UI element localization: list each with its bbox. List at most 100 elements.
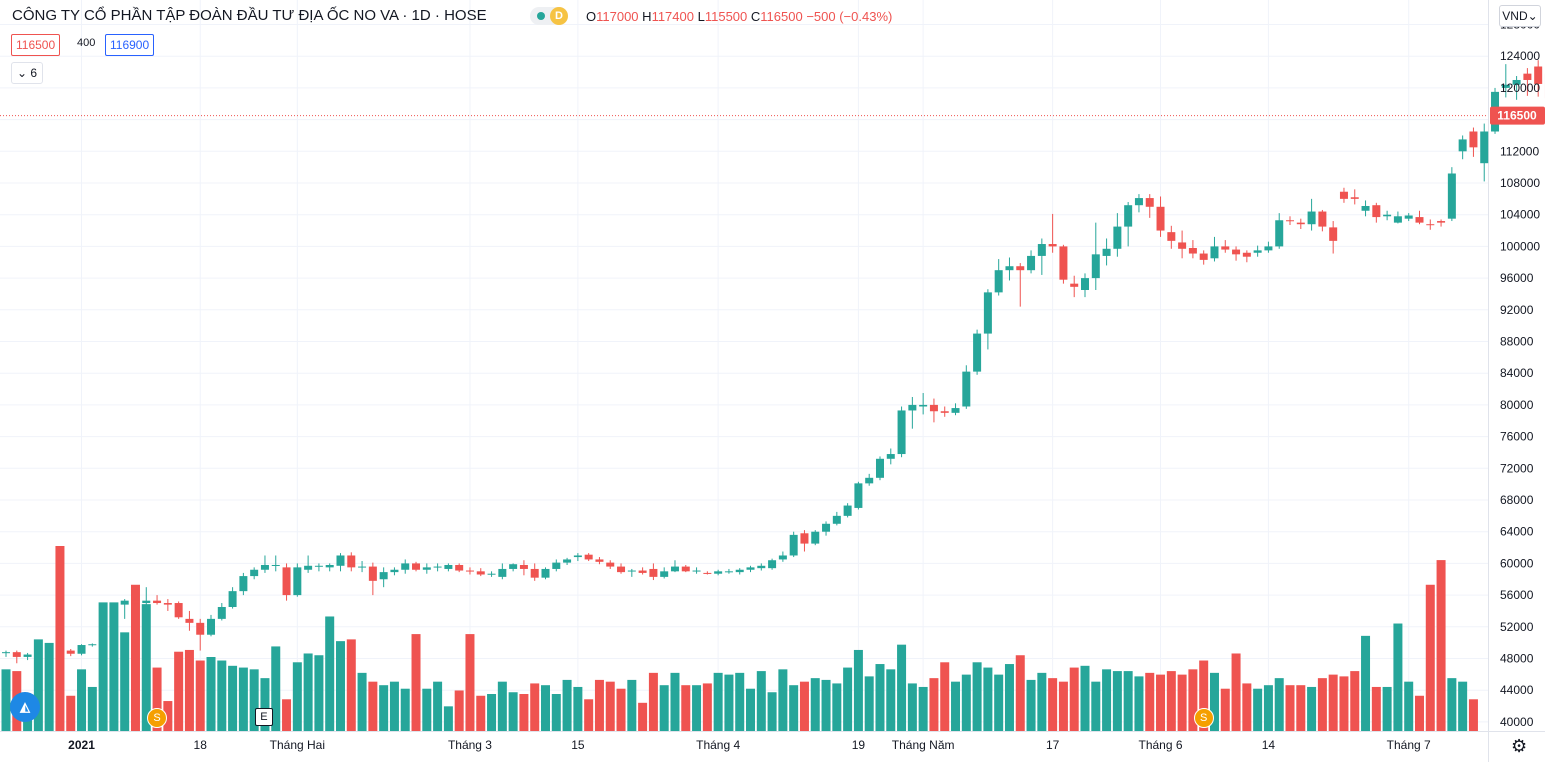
- candle-body: [1253, 250, 1262, 253]
- volume-bar: [832, 683, 842, 731]
- status-dots[interactable]: D: [530, 7, 568, 25]
- candle-body: [250, 569, 259, 577]
- candle-body: [358, 566, 367, 568]
- volume-bar: [120, 632, 130, 731]
- volume-bar: [551, 694, 561, 731]
- volume-bar: [1015, 655, 1025, 731]
- earnings-event-marker[interactable]: E: [254, 708, 273, 726]
- tradingview-logo-icon[interactable]: ◭: [10, 692, 40, 722]
- volume-bar: [1263, 685, 1273, 731]
- volume-bar: [1274, 678, 1284, 731]
- candle-body: [983, 292, 992, 334]
- symbol-title: CÔNG TY CỔ PHẦN TẬP ĐOÀN ĐẦU TƯ ĐỊA ỐC N…: [12, 7, 487, 24]
- split-event-marker[interactable]: S: [147, 708, 168, 728]
- candle-body: [627, 570, 636, 572]
- candle-body: [1134, 198, 1143, 206]
- volume-bar: [314, 655, 324, 731]
- candle-body: [595, 559, 604, 562]
- volume-bar: [1156, 674, 1166, 731]
- volume-bar: [260, 678, 270, 731]
- y-tick-label: 124000: [1500, 49, 1540, 63]
- candle-body: [304, 565, 313, 570]
- volume-bar: [238, 667, 248, 731]
- candle-body: [875, 458, 884, 478]
- volume-bar: [1447, 678, 1457, 731]
- candle-body: [455, 564, 464, 571]
- x-tick-label: Tháng 6: [1139, 738, 1183, 752]
- volume-bar: [55, 546, 65, 731]
- volume-bar: [584, 699, 594, 731]
- y-tick-label: 120000: [1500, 81, 1540, 95]
- candle-body: [789, 534, 798, 556]
- candle-body: [476, 571, 485, 575]
- low-label: L: [697, 9, 705, 24]
- volume-bar: [638, 702, 648, 731]
- x-tick-label: 18: [194, 738, 208, 752]
- candle-body: [1037, 244, 1046, 256]
- volume-bar: [627, 679, 637, 731]
- volume-bar: [443, 706, 453, 731]
- volume-bar: [1004, 664, 1014, 731]
- candle-body: [207, 618, 216, 635]
- volume-bar: [335, 641, 345, 731]
- buy-price-button[interactable]: 116900: [105, 34, 155, 56]
- currency-select[interactable]: VND⌄: [1499, 5, 1541, 27]
- volume-bar: [886, 669, 896, 731]
- volume-bar: [195, 660, 205, 731]
- candle-body: [1512, 79, 1521, 85]
- volume-bar: [508, 692, 518, 731]
- candle-body: [260, 564, 269, 570]
- volume-bar: [940, 662, 950, 731]
- ohlc-readout: O117000 H117400 L115500 C116500 −500 (−0…: [586, 9, 892, 24]
- volume-bar: [346, 639, 356, 731]
- volume-bar: [357, 672, 367, 731]
- volume-bar: [530, 683, 540, 731]
- candle-body: [714, 571, 723, 574]
- volume-bar: [271, 646, 281, 731]
- volume-bar: [573, 686, 583, 731]
- volume-bar: [789, 685, 799, 731]
- candle-body: [519, 564, 528, 569]
- volume-bar: [1317, 678, 1327, 731]
- candle-body: [1199, 253, 1208, 260]
- volume-bar: [659, 685, 669, 731]
- candle-body: [314, 565, 323, 567]
- candle-body: [120, 600, 129, 605]
- candle-body: [66, 650, 75, 654]
- candle-body: [768, 560, 777, 569]
- candle-body: [940, 411, 949, 413]
- candle-body: [23, 654, 32, 657]
- candle-body: [1318, 211, 1327, 227]
- volume-bar: [141, 604, 151, 731]
- volume-bar: [519, 694, 529, 731]
- candle-body: [487, 573, 496, 575]
- candle-body: [886, 454, 895, 459]
- candle-body: [282, 567, 291, 596]
- y-tick-label: 60000: [1500, 556, 1534, 570]
- split-event-marker[interactable]: S: [1193, 708, 1214, 728]
- sell-price-button[interactable]: 116500: [11, 34, 61, 56]
- y-tick-label: 92000: [1500, 303, 1534, 317]
- volume-bar: [1091, 681, 1101, 731]
- y-tick-label: 52000: [1500, 620, 1534, 634]
- candle-body: [1156, 206, 1165, 231]
- volume-bar: [810, 678, 820, 731]
- volume-bar: [497, 681, 507, 731]
- volume-bar: [1393, 623, 1403, 731]
- high-value: 117400: [651, 9, 694, 24]
- volume-bar: [325, 616, 335, 731]
- candle-body: [757, 565, 766, 569]
- y-tick-label: 40000: [1500, 715, 1534, 729]
- x-tick-label: 17: [1046, 738, 1060, 752]
- x-tick-label: 14: [1262, 738, 1276, 752]
- candle-body: [746, 567, 755, 570]
- candle-body: [293, 567, 302, 596]
- y-tick-label: 112000: [1500, 144, 1539, 158]
- candle-body: [2, 652, 10, 654]
- volume-bar: [1209, 672, 1219, 731]
- candle-body: [131, 600, 140, 604]
- indicators-collapse-button[interactable]: ⌄ 6: [11, 62, 43, 84]
- settings-gear-icon[interactable]: ⚙: [1511, 736, 1528, 756]
- volume-bar: [951, 681, 961, 731]
